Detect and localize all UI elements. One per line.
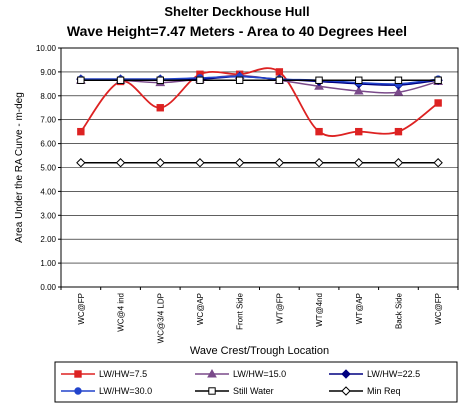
y-tick-label: 7.00 (40, 116, 56, 125)
data-point (315, 127, 323, 136)
legend-swatch-marker (341, 386, 351, 396)
data-point (355, 76, 363, 84)
series-line (80, 67, 439, 137)
legend-item: LW/HW=15.0 (195, 368, 286, 379)
x-tick-label: WC@AP (196, 293, 205, 325)
series-4 (77, 76, 442, 84)
x-tick-label: WC@FP (434, 293, 443, 325)
data-point (115, 158, 126, 168)
data-point (275, 76, 284, 84)
data-point (353, 86, 364, 95)
y-tick-label: 6.00 (40, 140, 56, 149)
legend-label: Still Water (233, 386, 274, 396)
legend-item: LW/HW=7.5 (61, 369, 147, 379)
y-tick-label: 10.00 (36, 44, 57, 53)
data-point (314, 158, 324, 168)
x-tick-label: WC@FP (77, 293, 86, 325)
y-tick-label: 9.00 (40, 68, 56, 77)
legend-swatch-marker (207, 368, 217, 378)
data-point (156, 76, 164, 84)
data-point (354, 158, 364, 168)
legend-swatch-marker (208, 387, 216, 395)
legend-swatch-marker (74, 370, 82, 378)
data-point (355, 127, 363, 136)
x-axis-label: Wave Crest/Trough Location (190, 345, 329, 357)
legend-item: LW/HW=30.0 (61, 386, 152, 396)
data-point (315, 76, 323, 84)
chart-subtitle: Wave Height=7.47 Meters - Area to 40 Deg… (66, 23, 408, 39)
data-point (77, 127, 85, 136)
data-point (434, 99, 442, 107)
legend-item: LW/HW=22.5 (329, 369, 420, 379)
data-point (156, 104, 164, 112)
data-point (195, 158, 205, 168)
y-tick-label: 0.00 (40, 283, 56, 292)
data-point (394, 127, 403, 136)
data-point (196, 76, 204, 84)
legend-swatch-marker (74, 387, 82, 395)
x-tick-label: WC@3/4 LDP (156, 293, 165, 343)
x-tick-label: WC@4 ind (117, 293, 126, 332)
legend-item: Min Req (329, 386, 401, 396)
legend-label: Min Req (367, 386, 401, 396)
y-tick-label: 4.00 (40, 187, 56, 196)
legend-box (54, 361, 458, 403)
data-point (393, 87, 404, 96)
data-point (434, 76, 442, 84)
x-tick-label: WT@4nd (315, 293, 324, 327)
x-tick-label: Back Side (394, 292, 403, 329)
x-tick-label: Front Side (236, 292, 245, 329)
data-point (275, 68, 284, 76)
data-point (274, 158, 285, 168)
data-point (393, 158, 404, 168)
y-tick-label: 1.00 (40, 259, 56, 268)
data-point (76, 158, 86, 168)
y-tick-label: 3.00 (40, 211, 56, 220)
legend-item: Still Water (195, 386, 274, 396)
data-point (116, 76, 125, 84)
y-axis-label: Area Under the RA Curve - m-deg (14, 92, 25, 243)
chart-title: Shelter Deckhouse Hull (164, 4, 310, 19)
y-tick-label: 2.00 (40, 235, 56, 244)
series-5 (76, 158, 443, 168)
data-point (77, 76, 85, 84)
legend-label: LW/HW=22.5 (367, 369, 420, 379)
x-tick-label: WT@FP (275, 293, 284, 324)
y-tick-label: 5.00 (40, 164, 56, 173)
legend-label: LW/HW=30.0 (99, 386, 152, 396)
data-point (234, 158, 245, 168)
series-line (80, 75, 439, 85)
data-point (433, 158, 443, 168)
data-point (235, 76, 244, 84)
legend-swatch-marker (341, 369, 351, 379)
legend-label: LW/HW=7.5 (99, 369, 147, 379)
y-tick-label: 8.00 (40, 92, 56, 101)
data-point (394, 76, 403, 84)
data-point (155, 158, 165, 168)
x-tick-label: WT@AP (355, 293, 364, 324)
legend-label: LW/HW=15.0 (233, 369, 286, 379)
